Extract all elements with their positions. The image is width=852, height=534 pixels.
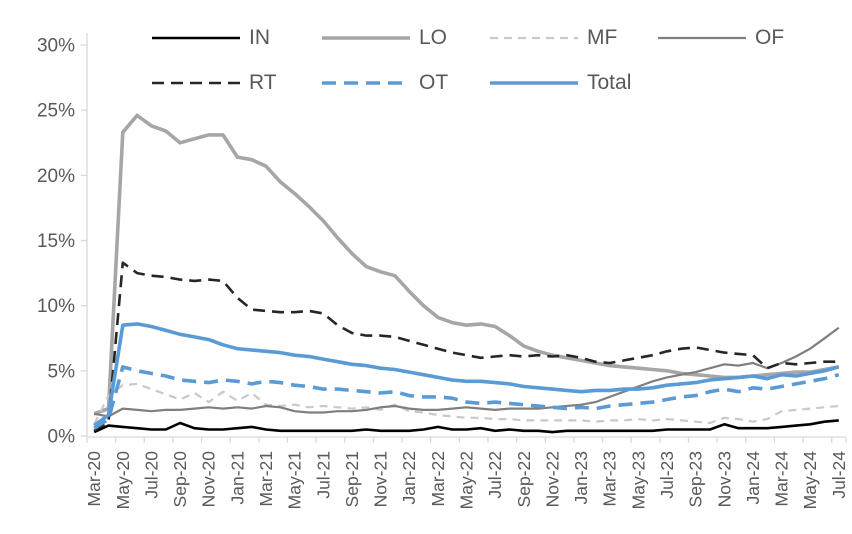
x-axis-label: Jul-22 (485, 451, 505, 499)
x-axis-label: Nov-21 (371, 451, 391, 507)
x-axis-label: Nov-20 (199, 451, 219, 508)
x-axis-label: Jan-22 (399, 451, 419, 505)
x-axis-label: Jul-24 (829, 451, 849, 499)
series-line-of (94, 326, 840, 418)
x-axis-label: Sep-21 (342, 451, 362, 507)
x-axis-label: May-23 (628, 451, 648, 509)
series-line-rt (93, 261, 839, 432)
x-axis-label: Jan-24 (743, 451, 763, 505)
x-axis-label: Sep-23 (686, 451, 706, 507)
y-axis-label: 30% (37, 36, 75, 57)
x-axis-label: Jan-23 (571, 451, 591, 505)
y-axis-label: 20% (37, 166, 75, 187)
x-axis-label: Mar-21 (256, 451, 276, 506)
y-axis-label: 15% (37, 231, 75, 252)
x-axis-label: Mar-20 (84, 451, 104, 507)
series-line-ot (93, 365, 840, 430)
y-axis-label: 25% (37, 101, 75, 122)
x-axis-label: Jan-21 (227, 451, 247, 505)
x-axis-label: Nov-23 (714, 451, 734, 507)
x-axis-label: Mar-23 (600, 451, 620, 506)
x-axis-label: Nov-22 (542, 451, 562, 507)
x-axis-label: Sep-22 (514, 451, 534, 507)
x-axis-label: May-20 (113, 451, 133, 510)
x-axis-label: Mar-24 (772, 451, 792, 507)
x-axis-label: May-22 (457, 451, 477, 509)
series-line-in (93, 419, 839, 434)
y-axis-label: 10% (37, 296, 75, 317)
y-axis-label: 5% (48, 361, 76, 382)
x-axis-label: May-21 (285, 451, 305, 509)
y-axis-label: 0% (48, 427, 76, 448)
x-axis-label: Jul-20 (141, 451, 161, 499)
x-axis-label: Jul-21 (313, 451, 333, 499)
x-axis-label: Mar-22 (428, 451, 448, 506)
series-line-lo (93, 113, 840, 416)
series-line-mf (93, 382, 839, 425)
series-line-total (93, 322, 840, 428)
x-axis-label: May-24 (800, 451, 820, 510)
x-axis-label: Sep-20 (170, 451, 190, 508)
x-axis-label: Jul-23 (657, 451, 677, 499)
